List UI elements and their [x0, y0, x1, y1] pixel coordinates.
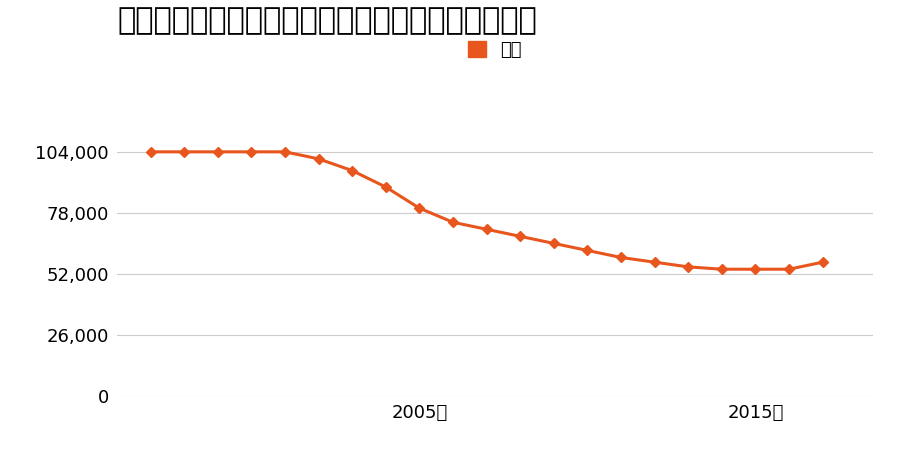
Text: 山形県山形市小白川町５丁目１９番１７の地価推移: 山形県山形市小白川町５丁目１９番１７の地価推移 [117, 6, 536, 35]
Legend: 価格: 価格 [468, 40, 522, 59]
